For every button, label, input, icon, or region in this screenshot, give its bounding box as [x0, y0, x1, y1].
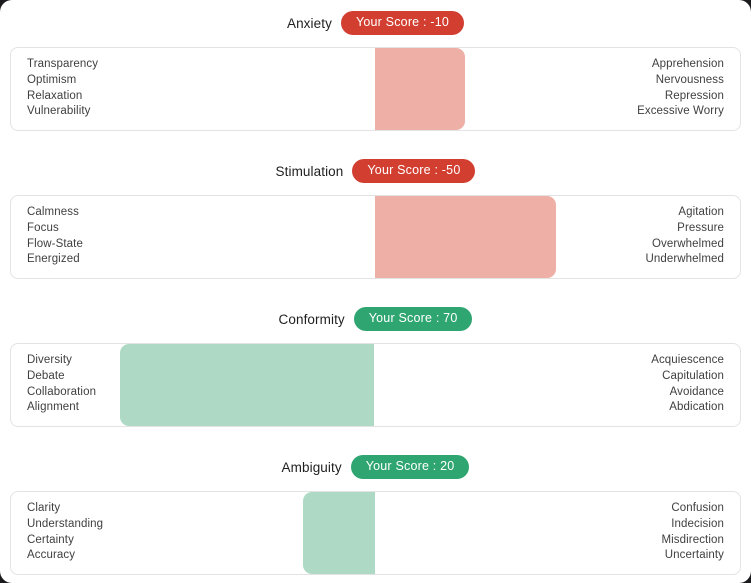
score-badge: Your Score : 70 — [353, 307, 473, 331]
score-badge: Your Score : -50 — [352, 159, 476, 183]
trait-label: Optimism — [27, 73, 77, 86]
section-title: Stimulation — [275, 163, 344, 179]
trait-label: Excessive Worry — [637, 105, 724, 118]
trait-label: Focus — [27, 221, 59, 234]
trait-label: Alignment — [27, 401, 80, 414]
section-anxiety: Anxiety Your Score : -10 Transparency Op… — [0, 11, 751, 131]
trait-label: Overwhelmed — [651, 237, 724, 250]
right-pole-labels: Agitation Pressure Overwhelmed Underwhel… — [645, 196, 724, 278]
score-bar — [303, 492, 376, 574]
trait-label: Flow-State — [27, 237, 83, 250]
right-pole-labels: Acquiescence Capitulation Avoidance Abdi… — [651, 344, 724, 426]
section-stimulation: Stimulation Your Score : -50 Calmness Fo… — [0, 159, 751, 279]
right-pole-labels: Confusion Indecision Misdirection Uncert… — [661, 492, 724, 574]
trait-label: Energized — [27, 253, 80, 266]
section-title: Ambiguity — [281, 459, 342, 475]
trait-label: Understanding — [27, 517, 104, 530]
trait-label: Uncertainty — [664, 549, 724, 562]
score-bar — [120, 344, 375, 426]
section-title: Conformity — [278, 311, 345, 327]
score-card: Calmness Focus Flow-State Energized Agit… — [10, 195, 741, 279]
score-bar — [375, 48, 465, 130]
section-header: Stimulation Your Score : -50 — [0, 159, 751, 183]
section-header: Conformity Your Score : 70 — [0, 307, 751, 331]
trait-label: Nervousness — [655, 73, 724, 86]
trait-label: Clarity — [27, 502, 61, 514]
trait-label: Debate — [27, 369, 65, 382]
trait-label: Misdirection — [661, 533, 724, 546]
trait-label: Repression — [664, 89, 724, 102]
section-ambiguity: Ambiguity Your Score : 20 Clarity Unders… — [0, 455, 751, 575]
score-badge: Your Score : -10 — [340, 11, 465, 35]
trait-label: Abdication — [669, 401, 724, 414]
trait-label: Underwhelmed — [645, 253, 724, 266]
section-conformity: Conformity Your Score : 70 Diversity Deb… — [0, 307, 751, 427]
left-pole-labels: Transparency Optimism Relaxation Vulnera… — [27, 48, 98, 130]
trait-label: Agitation — [678, 206, 724, 218]
section-header: Anxiety Your Score : -10 — [0, 11, 751, 35]
left-pole-labels: Diversity Debate Collaboration Alignment — [27, 344, 96, 426]
trait-label: Accuracy — [27, 549, 76, 562]
score-badge: Your Score : 20 — [350, 455, 470, 479]
trait-label: Apprehension — [651, 58, 724, 70]
trait-label: Vulnerability — [27, 105, 91, 118]
trait-label: Relaxation — [27, 89, 83, 102]
left-pole-labels: Clarity Understanding Certainty Accuracy — [27, 492, 103, 574]
trait-label: Collaboration — [27, 385, 97, 398]
trait-label: Acquiescence — [651, 354, 724, 366]
section-header: Ambiguity Your Score : 20 — [0, 455, 751, 479]
section-title: Anxiety — [286, 15, 332, 31]
trait-label: Calmness — [27, 206, 79, 218]
score-card: Clarity Understanding Certainty Accuracy… — [10, 491, 741, 575]
left-pole-labels: Calmness Focus Flow-State Energized — [27, 196, 83, 278]
score-bar — [375, 196, 556, 278]
trait-label: Confusion — [671, 502, 724, 514]
trait-label: Diversity — [27, 354, 72, 366]
trait-label: Avoidance — [669, 385, 724, 398]
right-pole-labels: Apprehension Nervousness Repression Exce… — [637, 48, 724, 130]
trait-label: Capitulation — [662, 369, 724, 382]
trait-label: Transparency — [27, 58, 99, 70]
score-card: Diversity Debate Collaboration Alignment… — [10, 343, 741, 427]
trait-label: Certainty — [27, 533, 74, 546]
trait-label: Pressure — [677, 221, 724, 234]
trait-label: Indecision — [671, 517, 724, 530]
score-card: Transparency Optimism Relaxation Vulnera… — [10, 47, 741, 131]
